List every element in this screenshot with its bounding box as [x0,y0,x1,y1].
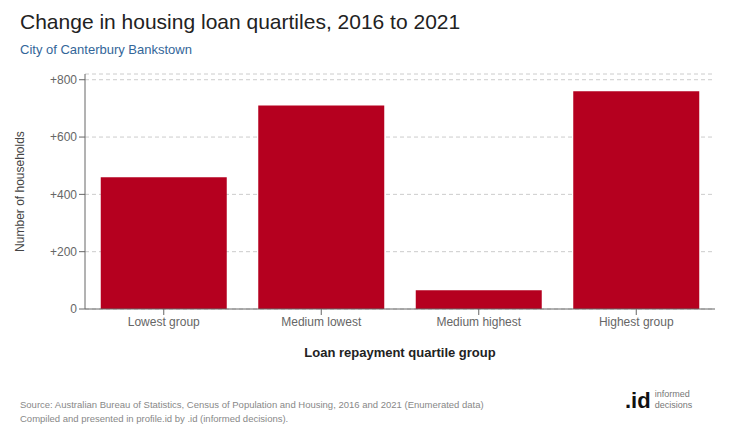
svg-text:0: 0 [70,302,77,316]
svg-text:+200: +200 [50,245,77,259]
svg-text:+400: +400 [50,188,77,202]
html-text:City of Canterbury Bankstown: City of Canterbury Bankstown [20,42,192,57]
svg-text:+600: +600 [50,130,77,144]
html-text:Source: Australian Bureau of S: Source: Australian Bureau of Statistics,… [20,399,484,410]
html-text:decisions: decisions [654,400,693,410]
svg-text:Medium lowest: Medium lowest [281,315,362,329]
svg-text:+800: +800 [50,73,77,87]
html-text:.id: .id [625,388,651,413]
svg-text:Medium highest: Medium highest [436,315,521,329]
svg-text:Number of households: Number of households [13,131,27,252]
svg-text:Highest group: Highest group [599,315,674,329]
svg-text:Lowest group: Lowest group [128,315,200,329]
svg-text:Loan repayment quartile group: Loan repayment quartile group [304,345,495,360]
html-text:Change in housing loan quartil: Change in housing loan quartiles, 2016 t… [20,10,461,33]
html-text:Compiled and presented in prof: Compiled and presented in profile.id by … [20,413,289,424]
html-text:informed: informed [654,389,690,399]
